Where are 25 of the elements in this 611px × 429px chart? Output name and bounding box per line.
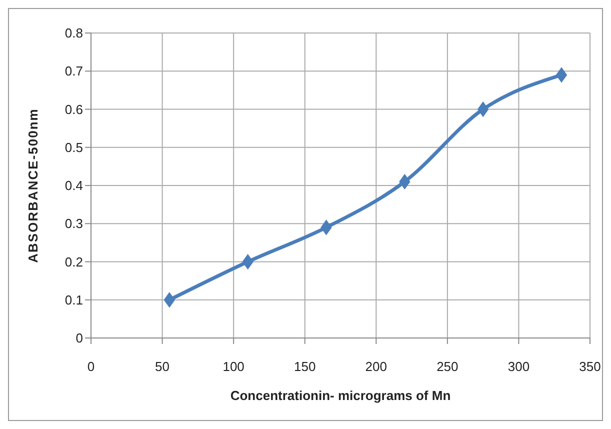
y-axis-title: ABSORBANCE-500nm xyxy=(26,108,41,263)
point xyxy=(478,102,489,117)
x-tick-label: 300 xyxy=(508,359,530,374)
x-tick-label: 100 xyxy=(222,359,244,374)
y-tick-label: 0.3 xyxy=(64,216,83,232)
y-tick-label: 0.2 xyxy=(64,254,83,270)
x-tick-label: 250 xyxy=(436,359,458,374)
y-tick-label: 0.8 xyxy=(64,26,83,41)
point xyxy=(556,67,567,82)
x-tick-label: 350 xyxy=(579,359,601,374)
y-tick-label: 0.6 xyxy=(64,102,83,117)
x-tick-label: 200 xyxy=(365,359,387,374)
point xyxy=(320,220,332,235)
y-tick-label: 0.5 xyxy=(64,140,83,155)
y-tick-label: 0.1 xyxy=(64,292,83,308)
point xyxy=(242,254,254,270)
y-tick-label: 0 xyxy=(76,330,83,346)
point xyxy=(164,292,175,308)
x-tick-label: 50 xyxy=(155,359,170,374)
y-tick-label: 0.4 xyxy=(64,178,83,194)
x-tick-label: 150 xyxy=(294,359,316,374)
x-axis-title: Concentrationin- micrograms of Mn xyxy=(230,388,451,403)
point xyxy=(399,174,410,190)
y-tick-label: 0.7 xyxy=(64,64,83,79)
x-tick-label: 0 xyxy=(87,359,95,374)
